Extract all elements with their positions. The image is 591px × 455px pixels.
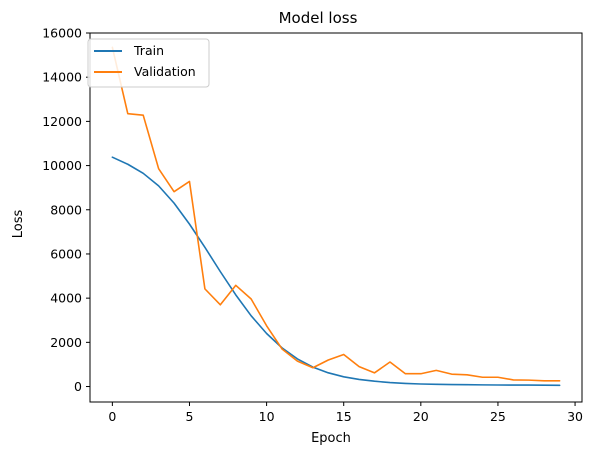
x-tick-label: 10	[259, 409, 275, 424]
x-tick-label: 15	[336, 409, 352, 424]
x-tick-label: 5	[186, 409, 194, 424]
legend-label-train: Train	[133, 43, 164, 58]
series-layer	[111, 46, 561, 387]
x-tick-label: 0	[108, 409, 116, 424]
y-tick-label: 8000	[50, 202, 82, 217]
y-axis: 0 2000 4000 6000 8000 10000 12000 14000 16000	[42, 26, 90, 394]
x-tick-label: 25	[490, 409, 506, 424]
x-axis-label: Epoch	[311, 431, 351, 446]
y-tick-label: 10000	[42, 158, 82, 173]
series-line-validation	[111, 46, 561, 382]
chart-title: Model loss	[279, 9, 358, 27]
series-line-train	[111, 156, 561, 387]
y-tick-label: 14000	[42, 70, 82, 85]
y-tick-label: 16000	[42, 26, 82, 41]
y-axis-label: Loss	[11, 210, 26, 239]
legend: Train Validation	[87, 38, 210, 88]
x-axis: 0 5 10 15 20 25 30	[108, 402, 583, 424]
y-tick-label: 6000	[50, 246, 82, 261]
y-tick-label: 4000	[50, 291, 82, 306]
y-tick-label: 0	[74, 379, 82, 394]
y-tick-label: 2000	[50, 335, 82, 350]
x-tick-label: 20	[413, 409, 429, 424]
legend-label-validation: Validation	[134, 64, 196, 79]
plot-frame	[89, 32, 583, 403]
plot-background	[90, 33, 582, 402]
y-tick-label: 12000	[42, 114, 82, 129]
plot-area	[89, 32, 583, 403]
x-tick-label: 30	[567, 409, 583, 424]
